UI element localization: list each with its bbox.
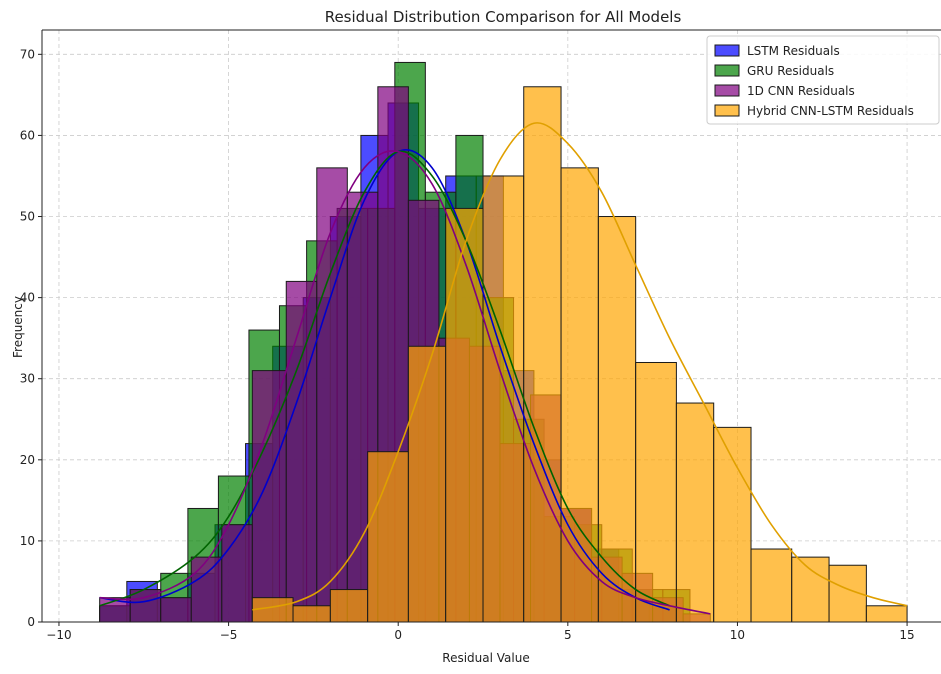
histogram-bar-series-4 [713, 426, 752, 623]
histogram-bar-series-3 [160, 597, 192, 623]
histogram-bar-series-4 [597, 216, 637, 623]
y-tick-label: 70 [20, 47, 35, 61]
y-tick-label: 60 [20, 128, 35, 142]
legend-box [706, 35, 940, 125]
x-tick-label: 5 [564, 628, 572, 642]
histogram-bar-series-4 [292, 605, 331, 623]
kde-curve-series-3 [99, 150, 711, 615]
legend-label: 1D CNN Residuals [747, 84, 855, 98]
y-tick-label: 30 [20, 372, 35, 386]
kde-curve-series-4 [252, 122, 908, 611]
y-axis-label: Frequency [11, 296, 25, 358]
histogram-bar-series-3 [316, 167, 348, 623]
histogram-bar-series-4 [750, 548, 793, 623]
legend-swatch [714, 44, 740, 57]
legend-label: GRU Residuals [747, 64, 834, 78]
y-tick-label: 10 [20, 534, 35, 548]
histogram-bar-series-4 [251, 597, 294, 623]
legend-label: Hybrid CNN-LSTM Residuals [747, 104, 914, 118]
legend-swatch [714, 64, 740, 77]
histogram-bar-series-4 [482, 175, 525, 623]
histogram-bar-series-4 [445, 207, 484, 623]
x-tick-label: −5 [220, 628, 238, 642]
x-tick-label: 15 [899, 628, 914, 642]
legend-label: LSTM Residuals [747, 44, 840, 58]
histogram-bar-series-4 [675, 402, 715, 623]
bars-layer [99, 61, 908, 623]
x-axis-label: Residual Value [442, 651, 529, 665]
kde-layer [99, 122, 908, 615]
axes-layer: −10 −5 0 5 10 15 0 10 20 30 40 50 60 70 [20, 29, 941, 642]
y-tick-label: 0 [27, 615, 35, 629]
legend-swatch [714, 84, 740, 97]
histogram-bar-series-3 [221, 524, 253, 623]
legend-swatch [714, 104, 740, 117]
histogram-bar-series-4 [523, 86, 562, 623]
histogram-bar-series-3 [190, 556, 223, 623]
histogram-bar-series-3 [285, 280, 318, 623]
histogram-bar-series-4 [635, 361, 677, 623]
chart-title: Residual Distribution Comparison for All… [325, 8, 682, 26]
histogram-bar-series-4 [865, 605, 908, 623]
x-tick-label: 10 [730, 628, 745, 642]
histogram-bar-series-4 [560, 167, 599, 623]
y-tick-label: 50 [20, 210, 35, 224]
legend: LSTM Residuals GRU Residuals 1D CNN Residu… [706, 35, 940, 125]
histogram-bar-series-4 [791, 556, 830, 623]
y-tick-label: 20 [20, 453, 35, 467]
histogram-bar-series-4 [329, 589, 369, 623]
x-tick-label: 0 [394, 628, 402, 642]
y-tick-label: 40 [20, 291, 35, 305]
x-tick-label: −10 [46, 628, 71, 642]
histogram-bar-series-4 [407, 345, 447, 623]
